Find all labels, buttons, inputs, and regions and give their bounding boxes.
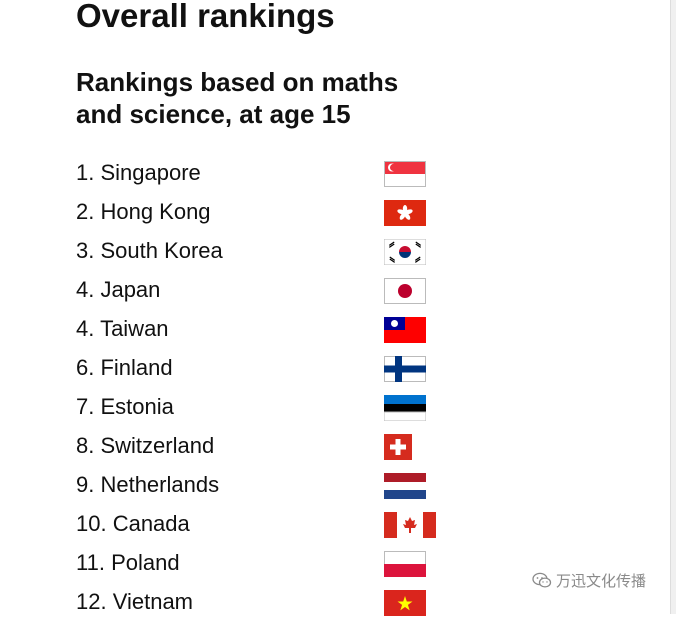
japan-flag — [384, 278, 426, 304]
taiwan-flag — [384, 317, 426, 343]
vietnam-flag — [384, 590, 426, 616]
poland-flag — [384, 551, 426, 577]
ranking-label: 7. Estonia — [76, 394, 174, 419]
list-item: 1. Singapore — [76, 154, 456, 193]
rankings-list: 1. Singapore 2. Hong Kong 3. South Korea — [76, 154, 456, 622]
canada-flag — [384, 512, 436, 538]
subtitle-line-2: and science, at age 15 — [76, 99, 351, 129]
ranking-label: 3. South Korea — [76, 238, 223, 263]
south-korea-flag — [384, 239, 426, 265]
list-item: 3. South Korea — [76, 232, 456, 271]
ranking-label: 10. Canada — [76, 511, 190, 536]
watermark-text: 万迅文化传播 — [556, 573, 647, 590]
list-item: 12. Vietnam — [76, 583, 456, 622]
switzerland-flag — [384, 434, 412, 460]
page-subtitle: Rankings based on maths and science, at … — [76, 66, 398, 130]
subtitle-line-1: Rankings based on maths — [76, 67, 399, 97]
list-item: 11. Poland — [76, 544, 456, 583]
list-item: 7. Estonia — [76, 388, 456, 427]
ranking-label: 11. Poland — [76, 550, 180, 575]
ranking-label: 4. Japan — [76, 277, 161, 302]
hong-kong-flag — [384, 200, 426, 226]
ranking-label: 12. Vietnam — [76, 589, 194, 614]
list-item: 6. Finland — [76, 349, 456, 388]
list-item: 8. Switzerland — [76, 427, 456, 466]
watermark: 万迅文化传播 — [532, 570, 646, 591]
estonia-flag — [384, 395, 426, 421]
list-item: 2. Hong Kong — [76, 193, 456, 232]
list-item: 10. Canada — [76, 505, 456, 544]
wechat-icon — [532, 572, 552, 588]
ranking-label: 8. Switzerland — [76, 433, 215, 458]
ranking-label: 4. Taiwan — [76, 316, 169, 341]
ranking-label: 6. Finland — [76, 355, 173, 380]
list-item: 4. Taiwan — [76, 310, 456, 349]
list-item: 9. Netherlands — [76, 466, 456, 505]
page-edge — [670, 0, 676, 614]
ranking-label: 1. Singapore — [76, 160, 201, 185]
ranking-label: 9. Netherlands — [76, 472, 220, 497]
finland-flag — [384, 356, 426, 382]
page-title: Overall rankings — [76, 0, 335, 34]
ranking-label: 2. Hong Kong — [76, 199, 211, 224]
netherlands-flag — [384, 473, 426, 499]
singapore-flag — [384, 161, 426, 187]
list-item: 4. Japan — [76, 271, 456, 310]
